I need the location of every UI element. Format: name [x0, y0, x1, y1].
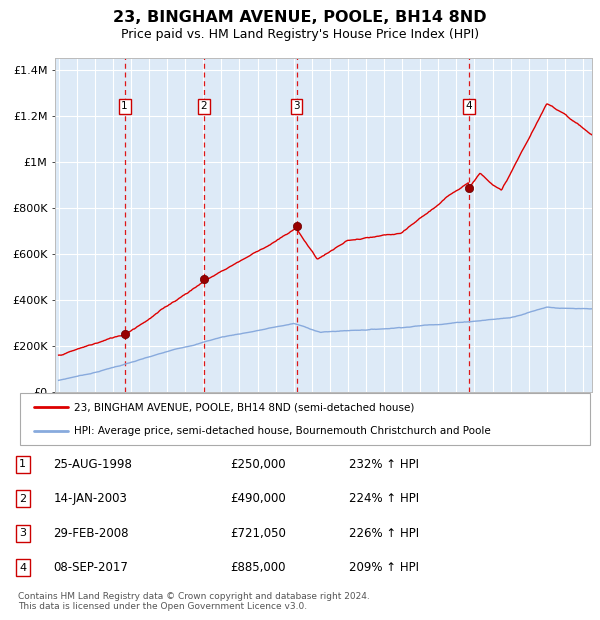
Text: 1: 1: [19, 459, 26, 469]
Text: 224% ↑ HPI: 224% ↑ HPI: [349, 492, 419, 505]
Text: £250,000: £250,000: [230, 458, 286, 471]
Text: 2: 2: [200, 102, 207, 112]
Text: 14-JAN-2003: 14-JAN-2003: [53, 492, 127, 505]
Text: 3: 3: [19, 528, 26, 538]
Text: 2: 2: [19, 494, 26, 503]
FancyBboxPatch shape: [20, 393, 590, 445]
Text: 226% ↑ HPI: 226% ↑ HPI: [349, 527, 419, 540]
Text: £721,050: £721,050: [230, 527, 286, 540]
Text: Contains HM Land Registry data © Crown copyright and database right 2024.
This d: Contains HM Land Registry data © Crown c…: [18, 592, 370, 611]
Text: 209% ↑ HPI: 209% ↑ HPI: [349, 561, 419, 574]
Text: 4: 4: [466, 102, 472, 112]
Text: 1: 1: [121, 102, 128, 112]
Text: 08-SEP-2017: 08-SEP-2017: [53, 561, 128, 574]
Text: £885,000: £885,000: [230, 561, 286, 574]
Text: 29-FEB-2008: 29-FEB-2008: [53, 527, 129, 540]
Text: HPI: Average price, semi-detached house, Bournemouth Christchurch and Poole: HPI: Average price, semi-detached house,…: [74, 426, 491, 436]
Text: 25-AUG-1998: 25-AUG-1998: [53, 458, 133, 471]
Text: £490,000: £490,000: [230, 492, 286, 505]
Text: Price paid vs. HM Land Registry's House Price Index (HPI): Price paid vs. HM Land Registry's House …: [121, 28, 479, 41]
Text: 232% ↑ HPI: 232% ↑ HPI: [349, 458, 419, 471]
Text: 23, BINGHAM AVENUE, POOLE, BH14 8ND (semi-detached house): 23, BINGHAM AVENUE, POOLE, BH14 8ND (sem…: [74, 402, 415, 412]
Text: 4: 4: [19, 563, 26, 573]
Text: 23, BINGHAM AVENUE, POOLE, BH14 8ND: 23, BINGHAM AVENUE, POOLE, BH14 8ND: [113, 10, 487, 25]
Text: 3: 3: [293, 102, 300, 112]
